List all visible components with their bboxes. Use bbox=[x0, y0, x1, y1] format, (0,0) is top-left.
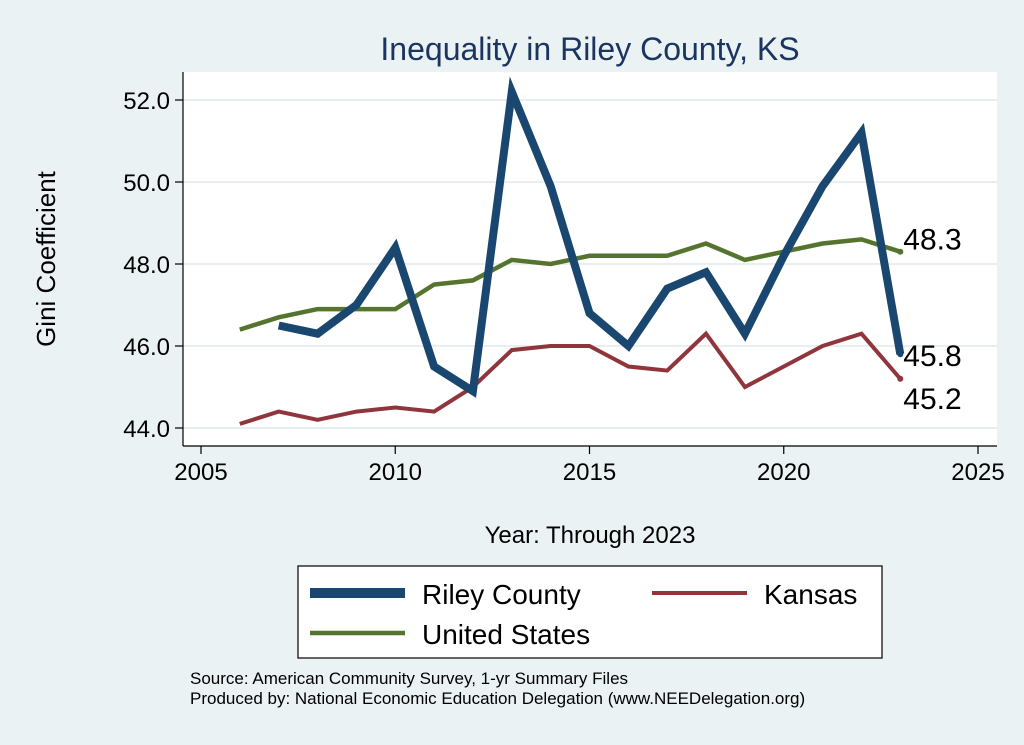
grid-lines bbox=[183, 99, 997, 429]
end-labels: 45.8 45.2 48.3 bbox=[897, 224, 962, 416]
series-line-riley-county bbox=[277, 76, 905, 398]
legend: Riley County Kansas United States bbox=[297, 565, 883, 659]
plot-area bbox=[183, 72, 997, 446]
legend-label-riley-county: Riley County bbox=[422, 579, 581, 610]
series-lines bbox=[239, 76, 905, 426]
x-axis-label: Year: Through 2023 bbox=[485, 522, 696, 549]
y-tick-label: 44.0 bbox=[123, 416, 170, 443]
end-marker bbox=[897, 375, 904, 382]
y-axis-label: Gini Coefficient bbox=[31, 170, 61, 347]
x-tick-label: 2015 bbox=[563, 459, 616, 486]
x-axis-ticks: 2005 2010 2015 2020 2025 bbox=[174, 446, 1005, 486]
x-tick-label: 2020 bbox=[757, 459, 810, 486]
source-notes: Source: American Community Survey, 1-yr … bbox=[190, 669, 805, 709]
y-tick-label: 52.0 bbox=[123, 88, 170, 115]
legend-label-kansas: Kansas bbox=[764, 579, 857, 610]
x-tick-label: 2010 bbox=[369, 459, 422, 486]
series-line-kansas bbox=[239, 330, 902, 426]
chart-title: Inequality in Riley County, KS bbox=[380, 31, 799, 67]
end-marker bbox=[897, 351, 904, 358]
legend-box bbox=[297, 565, 883, 659]
end-value-label: 45.8 bbox=[903, 340, 961, 373]
end-value-label: 48.3 bbox=[903, 224, 961, 257]
produced-by-text: Produced by: National Economic Education… bbox=[190, 689, 806, 708]
y-tick-label: 48.0 bbox=[123, 252, 170, 279]
end-value-label: 45.2 bbox=[903, 383, 961, 416]
legend-label-united-states: United States bbox=[422, 619, 590, 650]
legend-items: Riley County Kansas United States bbox=[310, 579, 857, 650]
y-tick-label: 50.0 bbox=[123, 170, 170, 197]
x-tick-label: 2025 bbox=[951, 459, 1004, 486]
x-tick-label: 2005 bbox=[174, 459, 227, 486]
end-marker bbox=[897, 248, 904, 255]
y-axis-ticks: 44.0 46.0 48.0 50.0 52.0 bbox=[123, 88, 183, 443]
y-tick-label: 46.0 bbox=[123, 334, 170, 361]
source-text: Source: American Community Survey, 1-yr … bbox=[190, 669, 629, 688]
